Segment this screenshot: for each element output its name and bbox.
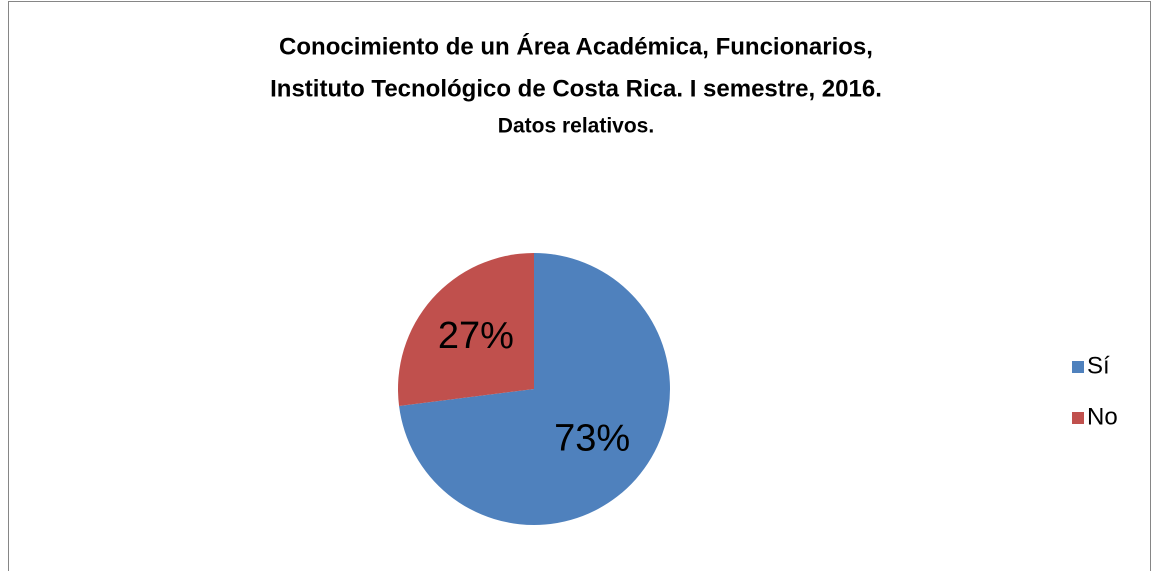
legend-label: No xyxy=(1087,403,1118,430)
chart-title: Conocimiento de un Área Académica, Funci… xyxy=(279,32,873,60)
chart-subtitle: Datos relativos. xyxy=(498,115,654,138)
legend-swatch xyxy=(1072,412,1084,424)
legend-swatch xyxy=(1072,361,1084,373)
pie-slice xyxy=(399,253,670,525)
chart-title: Instituto Tecnológico de Costa Rica. I s… xyxy=(270,75,882,102)
pie-slice xyxy=(398,253,534,407)
value-label: 73% xyxy=(554,417,630,459)
legend-label: Sí xyxy=(1087,352,1110,379)
value-label: 27% xyxy=(438,315,514,357)
